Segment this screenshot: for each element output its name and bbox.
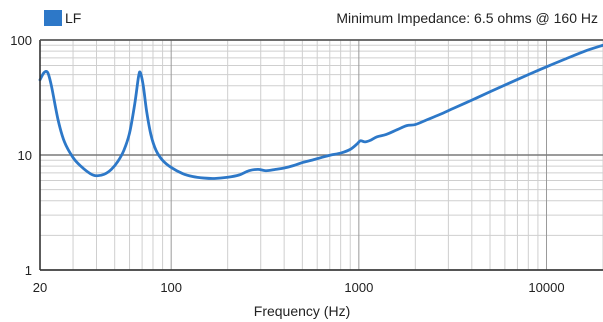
- axes: [39, 39, 603, 271]
- y-tick-label: 10: [18, 148, 32, 163]
- x-tick-label: 10000: [528, 280, 564, 295]
- x-tick-label: 100: [160, 280, 182, 295]
- x-tick-label: 1000: [344, 280, 373, 295]
- x-axis-title: Frequency (Hz): [254, 303, 350, 319]
- y-tick-label: 100: [10, 33, 32, 48]
- grid-lines: [39, 39, 603, 271]
- legend-swatch-lf: [44, 10, 62, 26]
- x-tick-label: 20: [33, 280, 47, 295]
- series-line-lf: [38, 43, 603, 180]
- legend-label-lf: LF: [65, 10, 81, 26]
- tick-labels: 20 100 1000 10000 1 10 100: [10, 33, 564, 295]
- min-impedance-annotation: Minimum Impedance: 6.5 ohms @ 160 Hz: [336, 10, 598, 26]
- y-tick-label: 1: [25, 263, 32, 278]
- plot-series: [38, 43, 603, 180]
